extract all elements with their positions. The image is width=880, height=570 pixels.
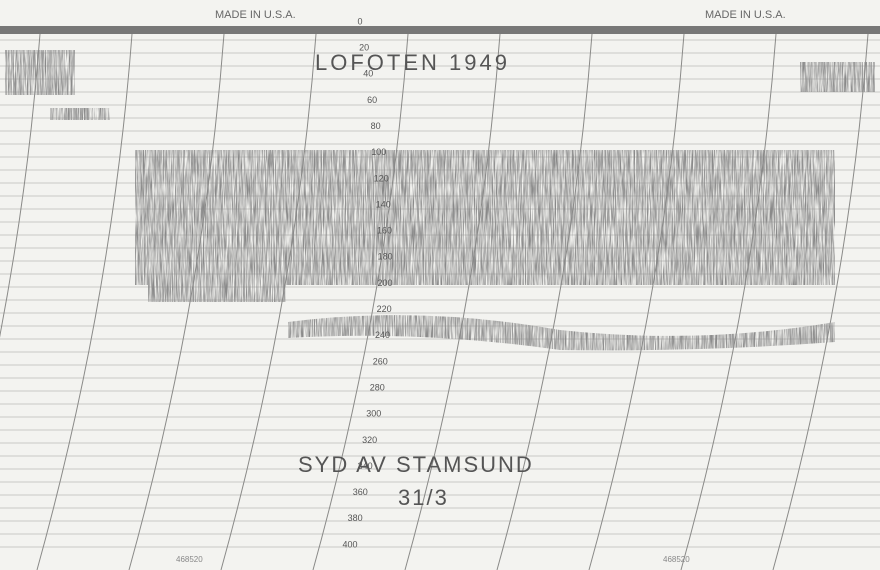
edge-mark	[5, 50, 75, 95]
page: Echogram html, body { margin: 0; padding…	[0, 0, 880, 570]
depth-label: 300	[366, 409, 381, 419]
depth-label: 240	[375, 330, 390, 340]
depth-label: 380	[348, 513, 363, 523]
stamp: MADE IN U.S.A.	[705, 9, 786, 21]
depth-label: 400	[342, 539, 357, 549]
location-caption: SYD AV STAMSUND	[298, 452, 534, 477]
stamp: MADE IN U.S.A.	[215, 9, 296, 21]
echogram: MADE IN U.S.A. MADE IN U.S.A. LOFOTEN 19…	[0, 0, 880, 570]
fish-school-echo	[135, 150, 835, 285]
serial-number: 468520	[176, 555, 203, 564]
serial-number: 468520	[663, 555, 690, 564]
depth-label: 140	[376, 199, 391, 209]
depth-label: 200	[377, 278, 392, 288]
body: {"header": {"stamp_left": "MADE IN U.S.A…	[0, 0, 880, 570]
top-edge	[0, 26, 880, 34]
depth-label: 280	[370, 382, 385, 392]
depth-label: 60	[367, 95, 377, 105]
depth-label: 20	[359, 43, 369, 53]
depth-label: 80	[371, 121, 381, 131]
depth-label: 360	[353, 487, 368, 497]
depth-label: 320	[362, 435, 377, 445]
title: LOFOTEN 1949	[315, 50, 510, 75]
echo-band	[148, 280, 286, 302]
depth-label: 40	[363, 69, 373, 79]
depth-label: 120	[374, 173, 389, 183]
depth-label: 160	[377, 226, 392, 236]
depth-label: 220	[377, 304, 392, 314]
depth-label: 0	[357, 16, 362, 26]
depth-label: 100	[371, 147, 386, 157]
edge-mark	[800, 62, 875, 92]
edge-mark	[50, 108, 110, 120]
depth-label: 260	[373, 356, 388, 366]
depth-label: 180	[378, 252, 393, 262]
date-caption: 31/3	[398, 485, 449, 510]
